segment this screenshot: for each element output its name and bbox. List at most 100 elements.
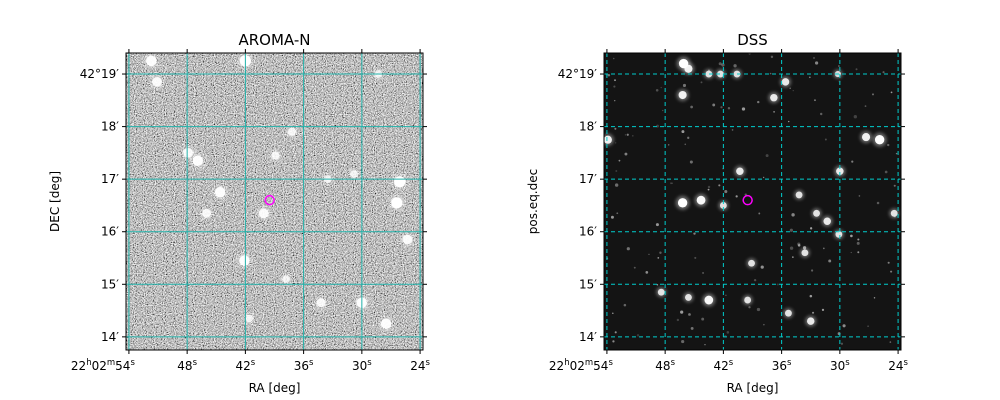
panel-aroma-n: 22h02m54s 48s 42s 36s 30s 24s 42°19′ 18′ 17′ 16′ 1… bbox=[48, 31, 431, 395]
faint-star bbox=[770, 55, 774, 59]
y-tick-label: 14′ bbox=[579, 330, 597, 344]
x-tick-label: 24s bbox=[888, 358, 908, 373]
source-point bbox=[316, 298, 326, 308]
faint-star bbox=[690, 326, 694, 330]
faint-star bbox=[655, 88, 659, 92]
faint-star bbox=[858, 195, 861, 197]
ticks-aroma-n: 22h02m54s 48s 42s 36s 30s 24s 42°19′ 18′ 17′ 16′ 1… bbox=[71, 49, 431, 373]
source-point bbox=[350, 170, 358, 178]
faint-star bbox=[895, 152, 898, 155]
faint-star bbox=[802, 246, 807, 250]
faint-star bbox=[704, 343, 706, 346]
faint-star bbox=[789, 228, 793, 232]
x-tick-label: 22h02m54s bbox=[71, 358, 136, 373]
faint-star bbox=[876, 201, 880, 205]
faint-star bbox=[712, 103, 716, 107]
faint-star bbox=[618, 159, 621, 162]
source-point bbox=[183, 147, 193, 158]
faint-star bbox=[731, 129, 734, 131]
faint-star bbox=[857, 251, 860, 254]
x-tick-label: 48s bbox=[655, 358, 675, 373]
faint-star bbox=[824, 138, 827, 141]
x-tick-label: 42s bbox=[236, 358, 256, 373]
faint-star bbox=[707, 185, 711, 189]
faint-star bbox=[797, 244, 801, 247]
faint-star bbox=[733, 64, 737, 68]
panel-title-aroma-n: AROMA-N bbox=[239, 31, 311, 49]
source-point bbox=[214, 187, 226, 198]
faint-star bbox=[615, 170, 618, 172]
source-point bbox=[736, 167, 744, 176]
faint-star bbox=[890, 270, 893, 273]
source-point bbox=[684, 64, 693, 73]
faint-star bbox=[814, 61, 819, 65]
faint-star bbox=[688, 313, 691, 316]
source-point bbox=[719, 202, 727, 209]
source-point bbox=[784, 309, 792, 317]
faint-star bbox=[762, 176, 765, 179]
faint-star bbox=[769, 72, 772, 75]
y-tick-label: 15′ bbox=[101, 277, 119, 291]
source-point bbox=[677, 198, 688, 208]
source-point bbox=[145, 55, 157, 67]
faint-star bbox=[828, 259, 832, 263]
faint-star bbox=[657, 257, 660, 259]
faint-star bbox=[789, 246, 794, 250]
faint-star bbox=[792, 256, 794, 258]
faint-star bbox=[787, 120, 790, 123]
faint-star bbox=[855, 68, 858, 71]
faint-star bbox=[813, 56, 815, 59]
y-tick-label: 18′ bbox=[579, 120, 597, 134]
faint-star bbox=[727, 107, 731, 110]
faint-star bbox=[624, 152, 628, 156]
faint-star bbox=[687, 136, 690, 139]
faint-star bbox=[724, 190, 728, 194]
faint-star bbox=[757, 100, 760, 104]
faint-star bbox=[707, 188, 710, 191]
x-tick-label: 30s bbox=[352, 358, 372, 373]
y-tick-label: 14′ bbox=[101, 330, 119, 344]
faint-star bbox=[718, 184, 721, 187]
y-tick-label: 42°19′ bbox=[558, 67, 598, 81]
faint-star bbox=[819, 112, 823, 116]
faint-star bbox=[648, 253, 650, 256]
frame-dss bbox=[603, 52, 902, 351]
faint-star bbox=[614, 127, 617, 130]
source-point bbox=[380, 318, 392, 329]
faint-star bbox=[756, 307, 761, 312]
target-marker bbox=[742, 194, 753, 206]
source-point bbox=[781, 78, 790, 86]
faint-star bbox=[726, 331, 730, 334]
source-point bbox=[391, 197, 403, 209]
faint-star bbox=[889, 341, 892, 343]
faint-star bbox=[612, 340, 615, 343]
source-point bbox=[239, 255, 250, 266]
x-tick-label: 48s bbox=[177, 358, 197, 373]
faint-star bbox=[610, 215, 614, 219]
faint-star bbox=[721, 63, 725, 67]
source-point bbox=[717, 70, 724, 78]
faint-star bbox=[893, 215, 896, 218]
faint-star bbox=[689, 160, 693, 164]
faint-star bbox=[850, 251, 852, 254]
faint-star bbox=[789, 87, 791, 89]
source-point bbox=[705, 70, 713, 78]
faint-star bbox=[776, 283, 779, 286]
faint-star bbox=[701, 317, 705, 321]
faint-star bbox=[760, 265, 764, 269]
faint-star bbox=[680, 310, 684, 314]
faint-star bbox=[791, 213, 795, 217]
faint-star bbox=[884, 170, 888, 174]
faint-star bbox=[633, 266, 636, 269]
faint-star bbox=[758, 212, 761, 215]
faint-star bbox=[814, 99, 816, 102]
faint-star bbox=[614, 331, 617, 334]
image-area-dss bbox=[604, 53, 901, 350]
source-point bbox=[282, 275, 290, 283]
source-point bbox=[657, 288, 665, 296]
faint-star bbox=[741, 107, 746, 111]
faint-star bbox=[614, 79, 616, 82]
source-point bbox=[678, 90, 687, 100]
faint-star bbox=[867, 325, 869, 327]
